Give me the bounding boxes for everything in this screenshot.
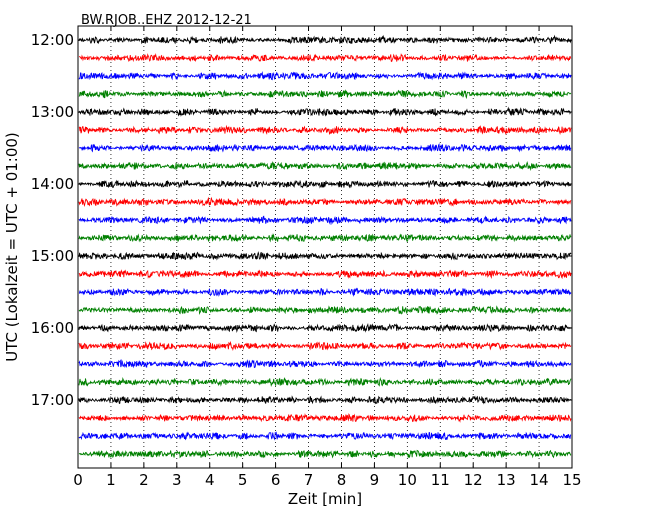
trace-line — [78, 449, 572, 459]
x-tick-label: 11 — [431, 471, 450, 489]
trace-line — [78, 233, 572, 243]
trace-line — [78, 71, 572, 81]
trace-line — [78, 89, 572, 100]
x-tick-label: 10 — [398, 471, 417, 489]
x-axis: 0 1 2 3 4 5 6 7 8 9 10 11 12 13 14 15 — [73, 26, 582, 489]
trace-line — [78, 340, 572, 351]
x-tick-label: 13 — [497, 471, 516, 489]
x-tick-label: 15 — [562, 471, 581, 489]
trace-line — [78, 196, 572, 208]
y-axis-label: UTC (Lokalzeit = UTC + 01:00) — [3, 132, 21, 362]
x-tick-label: 5 — [238, 471, 248, 489]
trace-line — [78, 322, 572, 333]
x-tick-label: 1 — [106, 471, 116, 489]
trace-line — [78, 287, 572, 297]
y-tick-label: 12:00 — [31, 31, 74, 49]
y-tick-label: 14:00 — [31, 175, 74, 193]
chart-title: BW.RJOB..EHZ 2012-12-21 — [81, 13, 252, 28]
trace-line — [78, 251, 572, 261]
trace-line — [78, 431, 572, 441]
trace-line — [78, 359, 572, 369]
trace-line — [78, 215, 572, 226]
trace-line — [78, 395, 572, 405]
trace-line — [78, 179, 572, 189]
trace-line — [78, 53, 572, 63]
x-tick-label: 12 — [464, 471, 483, 489]
x-axis-label: Zeit [min] — [288, 490, 362, 508]
x-tick-label: 7 — [304, 471, 314, 489]
x-tick-label: 8 — [337, 471, 347, 489]
x-tick-label: 9 — [370, 471, 380, 489]
trace-line — [78, 143, 572, 153]
plot-frame — [77, 25, 573, 469]
trace-line — [78, 124, 572, 136]
y-tick-label: 16:00 — [31, 319, 74, 337]
x-tick-label: 6 — [271, 471, 281, 489]
x-tick-label: 14 — [530, 471, 549, 489]
y-tick-label: 13:00 — [31, 103, 74, 121]
trace-group — [78, 34, 572, 459]
trace-line — [78, 413, 572, 423]
x-tick-label: 4 — [205, 471, 215, 489]
trace-line — [78, 269, 572, 280]
trace-line — [78, 376, 572, 387]
trace-line — [78, 106, 572, 117]
x-tick-label: 2 — [139, 471, 149, 489]
x-tick-label: 3 — [172, 471, 182, 489]
trace-line — [78, 305, 572, 315]
trace-line — [78, 161, 572, 171]
x-tick-label: 0 — [73, 471, 83, 489]
trace-line — [78, 34, 572, 45]
grid-lines — [110, 26, 540, 468]
y-tick-label: 17:00 — [31, 391, 74, 409]
y-axis: 12:00 13:00 14:00 15:00 16:00 17:00 — [31, 31, 572, 409]
y-tick-label: 15:00 — [31, 247, 74, 265]
